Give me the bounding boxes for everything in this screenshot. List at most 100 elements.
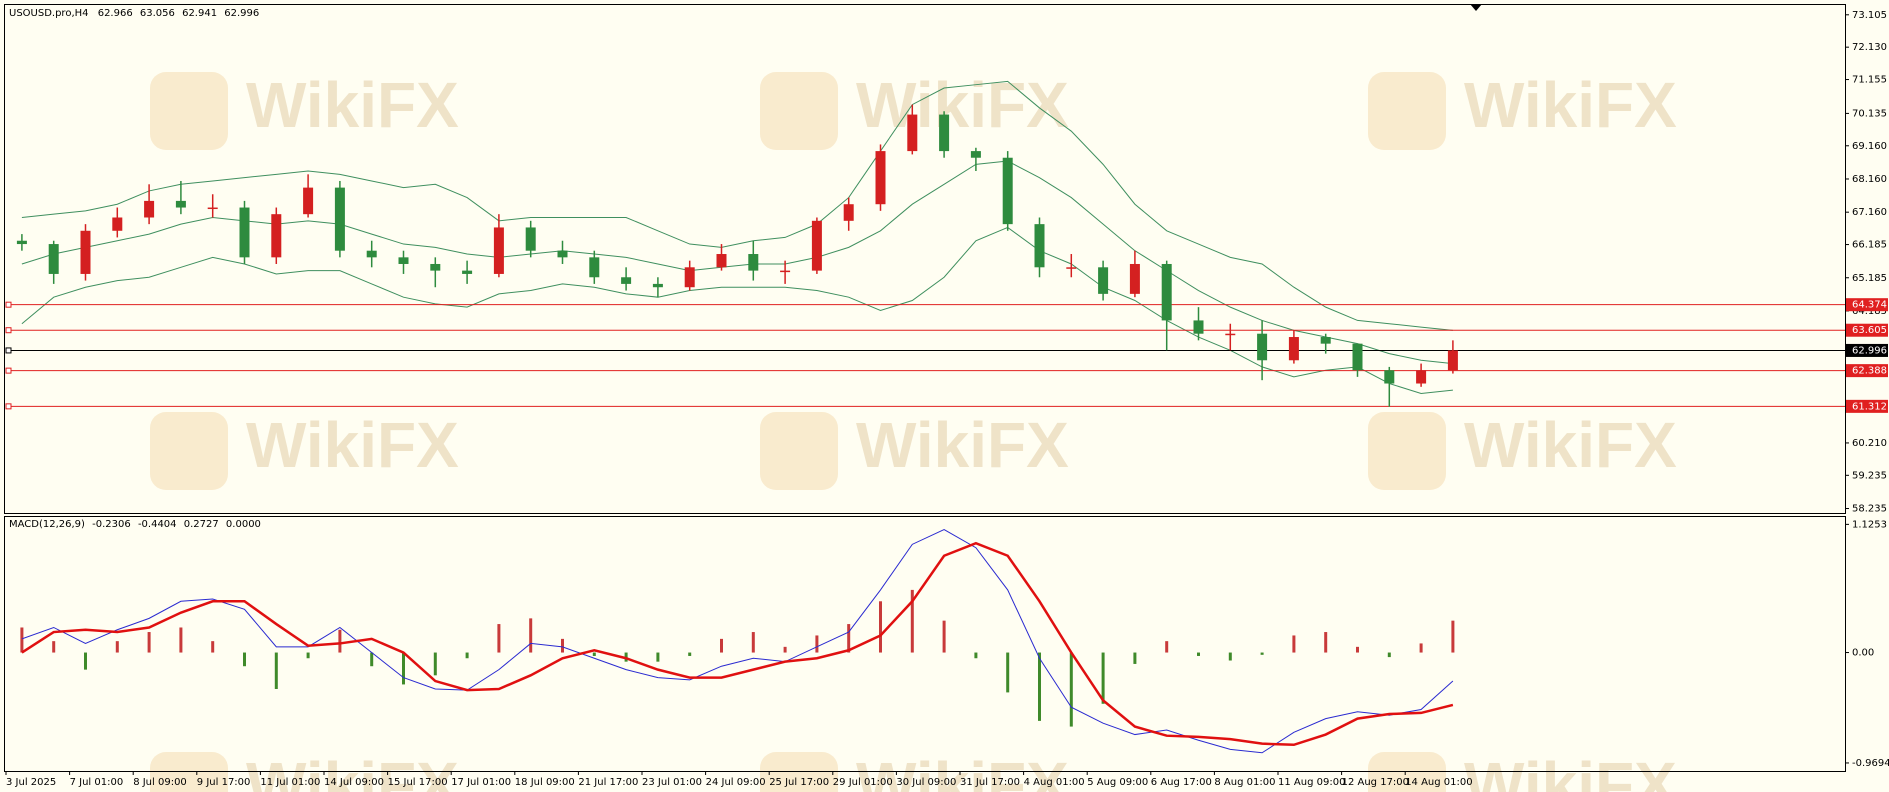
candle-body (366, 250, 377, 258)
candle-body (621, 277, 632, 284)
candle-body (1193, 320, 1204, 334)
histogram-bar (847, 624, 851, 653)
watermark-logo (760, 72, 838, 150)
histogram-bar (1038, 652, 1041, 721)
histogram-bar (497, 624, 501, 653)
watermark-logo (150, 752, 228, 792)
watermark-logo (1368, 72, 1446, 150)
histogram-bar (1419, 643, 1423, 653)
shift-marker (1470, 4, 1482, 11)
candle-body (175, 200, 186, 208)
candle-body (207, 207, 218, 210)
x-tick-label: 23 Jul 01:00 (642, 777, 702, 788)
macd-panel (4, 516, 1846, 772)
candle-body (1447, 350, 1458, 371)
histogram-bar (402, 652, 405, 685)
watermark-text: WikiFX (1464, 409, 1677, 481)
histogram-bar (910, 589, 914, 653)
histogram-bar (274, 652, 278, 689)
histogram-bar (1069, 652, 1073, 727)
level-label: 61.312 (1852, 401, 1887, 412)
candle-body (875, 151, 886, 205)
watermark-logo (1368, 412, 1446, 490)
histogram-bar (433, 652, 437, 676)
candle-body (1161, 263, 1172, 321)
close-readout: 62.996 (224, 8, 259, 19)
level-label: 62.996 (1852, 345, 1887, 356)
level-label: 63.605 (1852, 325, 1887, 336)
x-tick-label: 31 Jul 17:00 (960, 777, 1020, 788)
readout: -0.4404 (138, 519, 177, 530)
histogram-bar (52, 641, 56, 653)
histogram-bar (1228, 652, 1232, 661)
level-handle (5, 403, 12, 410)
readout: 0.2727 (184, 519, 219, 530)
candle-body (1129, 263, 1140, 294)
watermark-text: WikiFX (856, 409, 1069, 481)
watermark-text: WikiFX (246, 749, 459, 792)
candle-body (1384, 370, 1395, 384)
histogram-bar (1260, 652, 1264, 655)
level-tag (1846, 364, 1888, 378)
candle-body (1352, 343, 1363, 371)
y-tick-label: 70.135 (1852, 108, 1887, 119)
histogram-bar (306, 652, 310, 659)
x-tick-label: 29 Jul 01:00 (833, 777, 893, 788)
x-tick-label: 18 Jul 09:00 (515, 777, 575, 788)
open-readout: 62.966 (98, 8, 133, 19)
candle-body (557, 250, 568, 258)
histogram-bar (879, 601, 882, 653)
level-label: 64.374 (1852, 300, 1887, 311)
x-tick-label: 6 Aug 17:00 (1151, 777, 1212, 788)
candle-body (811, 220, 822, 271)
candle-body (334, 187, 345, 251)
watermark-logo (760, 752, 838, 792)
candle-body (652, 283, 663, 288)
candle-body (493, 227, 504, 274)
histogram-bar (529, 618, 533, 653)
histogram-bar (974, 652, 978, 659)
y-tick-label: 72.130 (1852, 42, 1887, 53)
histogram-bar (211, 641, 215, 653)
histogram-bar (815, 635, 819, 653)
candle-body (748, 254, 759, 271)
symbol: USOUSD.pro,H4 (9, 8, 89, 19)
y-tick-label: 59.235 (1852, 470, 1887, 481)
candle-body (1098, 267, 1109, 294)
candle-body (303, 187, 314, 215)
candle-body (1320, 337, 1331, 344)
price-header: USOUSD.pro,H4 62.966 63.056 62.941 62.99… (9, 8, 259, 19)
y-tick-label: 73.105 (1852, 10, 1887, 21)
histogram-bar (84, 652, 87, 670)
x-tick-label: 8 Aug 01:00 (1214, 777, 1275, 788)
histogram-bar (592, 652, 596, 656)
histogram-bar (147, 632, 151, 653)
candle-body (970, 151, 981, 158)
candle-body (1225, 333, 1236, 336)
watermark-text: WikiFX (246, 69, 459, 141)
x-tick-label: 9 Jul 17:00 (197, 777, 251, 788)
histogram-bar (115, 641, 119, 653)
histogram-bar (1101, 652, 1105, 704)
candle-body (48, 244, 59, 274)
x-tick-label: 11 Aug 09:00 (1278, 777, 1345, 788)
x-tick-label: 3 Jul 2025 (6, 777, 56, 788)
y-tick-label: 58.235 (1852, 504, 1887, 515)
histogram-bar (243, 652, 246, 667)
candle-body (843, 204, 854, 221)
candle-body (589, 257, 600, 278)
candle-body (462, 270, 473, 274)
x-tick-label: 5 Aug 09:00 (1087, 777, 1148, 788)
histogram-bar (561, 638, 564, 653)
candle-body (80, 230, 91, 274)
high-readout: 63.056 (140, 8, 175, 19)
candle-body (271, 214, 282, 258)
histogram-bar (179, 627, 183, 653)
x-tick-label: 11 Jul 01:00 (260, 777, 320, 788)
bollinger-lower (21, 226, 1453, 394)
watermark-logo (150, 72, 228, 150)
macd-line (21, 528, 1454, 754)
histogram-bar (783, 646, 787, 653)
signal-line (21, 541, 1454, 747)
